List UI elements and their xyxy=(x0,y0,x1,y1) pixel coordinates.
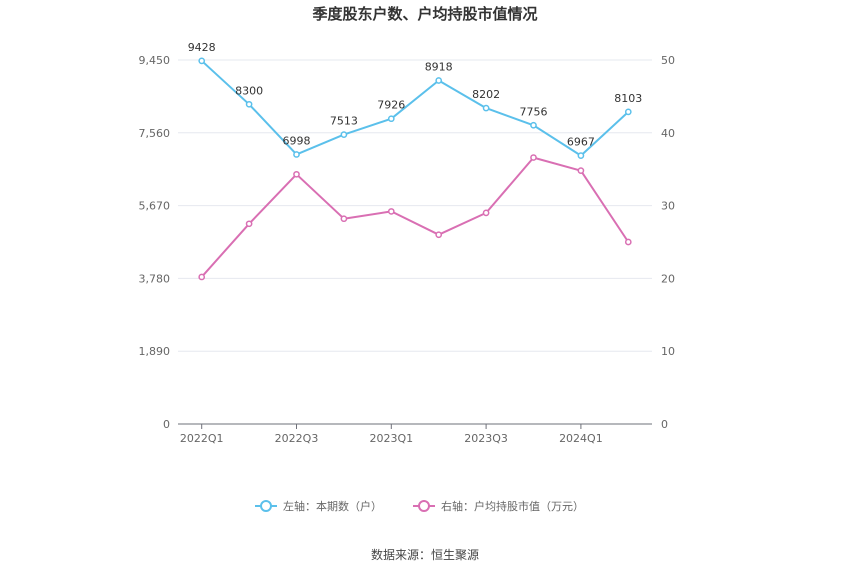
y-left-tick-label: 9,450 xyxy=(139,54,171,67)
data-label: 7513 xyxy=(330,115,358,128)
data-point xyxy=(293,151,300,158)
data-point xyxy=(340,131,348,138)
data-point xyxy=(624,108,632,116)
y-right-tick-label: 30 xyxy=(661,200,675,213)
chart-title: 季度股东户数、户均持股市值情况 xyxy=(312,5,537,23)
y-right-tick-label: 50 xyxy=(661,54,675,67)
series-line-1 xyxy=(200,156,630,278)
legend[interactable]: 左轴：本期数（户） 右轴：户均持股市值（万元） xyxy=(255,499,584,513)
data-point xyxy=(198,273,206,281)
y-left-tick-label: 5,670 xyxy=(139,200,171,213)
data-point xyxy=(624,238,632,246)
series-layer xyxy=(198,57,632,281)
data-point xyxy=(293,170,300,178)
data-label: 8300 xyxy=(235,84,263,97)
y-right-tick-label: 20 xyxy=(661,272,675,285)
x-tick-label: 2022Q1 xyxy=(180,432,224,445)
y-right-tick-label: 10 xyxy=(661,345,675,358)
data-point xyxy=(435,77,443,84)
data-labels: 9428 8300 6998 7513 7926 8918 8202 7756 6967 8103 xyxy=(188,41,643,149)
legend-item-0[interactable]: 左轴：本期数（户） xyxy=(255,499,382,513)
data-point xyxy=(387,115,395,123)
y-left-tick-label: 1,890 xyxy=(139,345,171,358)
x-tick-label: 2022Q3 xyxy=(275,432,319,445)
data-point xyxy=(435,231,443,239)
x-tick-label: 2024Q1 xyxy=(559,432,603,445)
y-left-tick-label: 0 xyxy=(163,418,170,431)
y-right-tick-label: 40 xyxy=(661,127,675,140)
data-point xyxy=(245,100,253,108)
data-label: 9428 xyxy=(188,41,216,54)
data-point xyxy=(340,215,348,223)
data-point xyxy=(577,167,585,175)
source-note: 数据来源：恒生聚源 xyxy=(371,547,479,562)
legend-marker xyxy=(260,500,272,512)
grid-lines xyxy=(178,59,652,352)
data-label: 7926 xyxy=(377,99,405,112)
data-label: 7756 xyxy=(520,105,548,118)
data-point xyxy=(387,208,395,215)
legend-marker xyxy=(418,500,430,512)
data-label: 6967 xyxy=(567,136,595,149)
series-line-0 xyxy=(201,60,629,157)
y-left-tick-label: 7,560 xyxy=(139,127,171,140)
data-label: 8918 xyxy=(425,60,453,73)
data-point xyxy=(530,154,537,161)
data-point xyxy=(530,121,537,129)
legend-label: 右轴：户均持股市值（万元） xyxy=(441,499,584,513)
y-right-tick-label: 0 xyxy=(661,418,668,431)
data-point xyxy=(198,57,206,65)
data-point xyxy=(577,152,585,159)
x-tick-label: 2023Q1 xyxy=(369,432,413,445)
legend-label: 左轴：本期数（户） xyxy=(283,499,382,513)
data-label: 8202 xyxy=(472,88,500,101)
data-point xyxy=(482,104,490,112)
data-label: 8103 xyxy=(614,92,642,105)
legend-item-1[interactable]: 右轴：户均持股市值（万元） xyxy=(413,499,584,513)
axes: 0 1,890 3,780 5,670 7,560 9,450 0 10 20 30 40 50 202… xyxy=(139,54,676,445)
y-left-tick-label: 3,780 xyxy=(139,272,171,285)
x-tick-label: 2023Q3 xyxy=(464,432,508,445)
data-point xyxy=(245,220,253,228)
data-label: 6998 xyxy=(283,134,311,147)
data-point xyxy=(482,209,490,217)
